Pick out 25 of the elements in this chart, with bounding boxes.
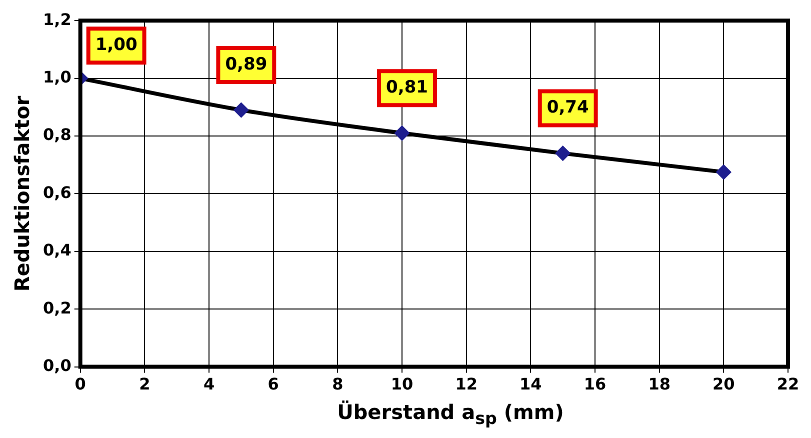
y-tick-label: 0,8 xyxy=(43,125,72,144)
x-tick-label: 6 xyxy=(268,374,279,394)
data-label: 0,81 xyxy=(386,78,428,98)
data-label: 1,00 xyxy=(95,35,138,56)
x-tick-label: 0 xyxy=(74,374,86,394)
x-axis-title: Überstand a$_{sp}$ (mm) xyxy=(336,400,565,428)
y-tick-label: 0,0 xyxy=(43,356,72,375)
x-tick-label: 14 xyxy=(520,374,542,394)
x-tick-label: 4 xyxy=(203,374,215,394)
y-tick-label: 1,0 xyxy=(43,67,72,86)
data-label: 0,89 xyxy=(225,54,268,74)
x-tick-label: 12 xyxy=(455,374,478,394)
x-tick-label: 10 xyxy=(390,374,414,394)
x-tick-label: 22 xyxy=(776,374,800,394)
y-tick-label: 1,2 xyxy=(43,10,72,29)
x-tick-label: 2 xyxy=(139,374,150,394)
y-axis-title: Reduktionsfaktor xyxy=(10,96,34,292)
y-tick-label: 0,6 xyxy=(43,182,72,202)
y-tick-label: 0,4 xyxy=(43,240,72,260)
data-label: 0,74 xyxy=(546,98,589,118)
x-tick-label: 20 xyxy=(712,374,735,394)
x-tick-label: 8 xyxy=(332,374,344,394)
x-tick-label: 16 xyxy=(584,374,606,394)
x-tick-label: 18 xyxy=(648,374,670,394)
y-tick-label: 0,2 xyxy=(43,298,72,318)
